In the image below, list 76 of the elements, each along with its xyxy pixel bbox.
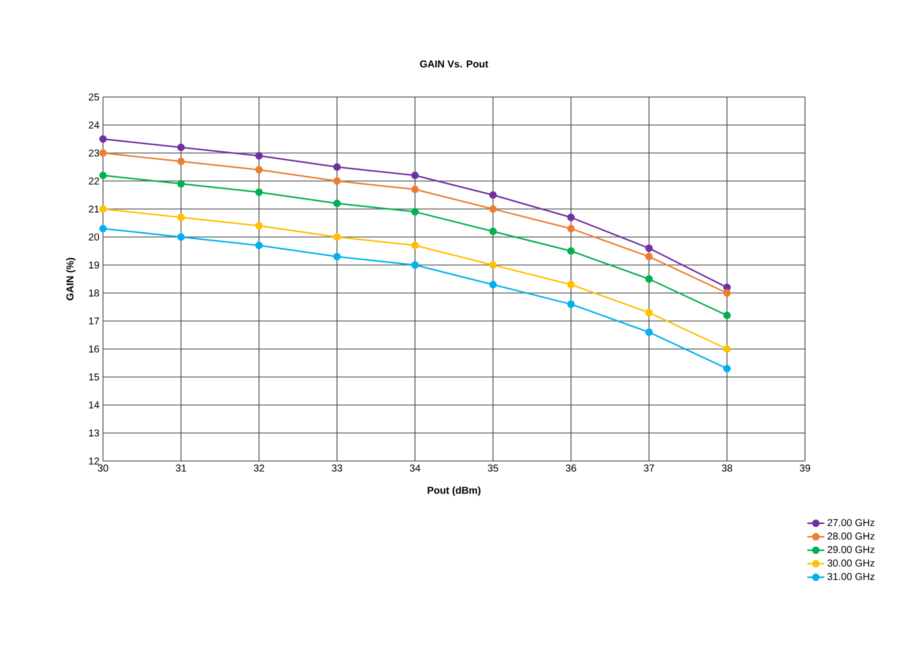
point [99, 135, 107, 143]
point [645, 308, 653, 316]
y-tick-label: 12 [89, 458, 99, 464]
legend-label: 28.00 GHz [828, 532, 874, 540]
point [99, 149, 107, 157]
legend-label: 30.00 GHz [827, 560, 874, 567]
y-tick-label: 14 [89, 402, 100, 408]
x-axis-title: Pout (dBm) [428, 486, 480, 496]
point [333, 200, 341, 208]
point [99, 172, 107, 180]
point [567, 214, 575, 222]
point [489, 228, 497, 236]
y-tick-label: 15 [89, 374, 100, 380]
point [255, 152, 263, 160]
y-tick-label: 13 [89, 429, 100, 437]
legend-label: 31.00 GHz [827, 573, 874, 580]
x-tick-label: 32 [254, 464, 264, 472]
point [489, 280, 497, 288]
point [99, 205, 107, 213]
legend-label: 29.00 GHz [828, 546, 874, 554]
point [723, 312, 731, 320]
point [177, 233, 185, 241]
x-tick-label: 31 [176, 464, 186, 472]
x-tick-label: 35 [488, 464, 498, 472]
y-tick-label: 23 [88, 149, 100, 157]
y-tick-label: 18 [89, 289, 100, 297]
legend-label: 27.00 GHz [828, 519, 874, 526]
x-tick-label: 38 [722, 464, 732, 472]
point [723, 289, 731, 297]
point [645, 328, 653, 336]
point [177, 180, 185, 188]
point [723, 345, 731, 353]
point [567, 300, 575, 308]
point [99, 224, 107, 232]
point [255, 222, 263, 230]
y-tick-label: 17 [89, 318, 99, 324]
x-tick-label: 36 [566, 464, 576, 472]
y-tick-label: 16 [89, 345, 100, 353]
point [333, 177, 341, 185]
x-tick-label: 37 [644, 464, 654, 472]
point [567, 280, 575, 288]
point [333, 252, 341, 260]
point [567, 224, 575, 232]
x-tick-label: 30 [98, 464, 108, 472]
y-tick-label: 21 [88, 206, 99, 212]
y-tick-label: 19 [89, 261, 100, 269]
y-axis-title: GAIN (%) [66, 258, 76, 300]
y-tick-label: 25 [88, 93, 100, 101]
point [489, 261, 497, 269]
point [255, 242, 263, 250]
point [333, 233, 341, 241]
point [411, 261, 419, 269]
x-tick-label: 39 [800, 464, 810, 472]
point [489, 205, 497, 213]
y-tick-label: 24 [88, 122, 100, 128]
point [177, 214, 185, 222]
point [411, 172, 419, 180]
point [411, 208, 419, 216]
point [645, 275, 653, 283]
point [333, 163, 341, 171]
point [255, 188, 263, 196]
point [645, 252, 653, 260]
point [645, 244, 653, 252]
point [411, 242, 419, 250]
point [255, 166, 263, 174]
y-tick-label: 22 [88, 178, 99, 184]
x-tick-label: 34 [410, 464, 420, 472]
point [489, 191, 497, 199]
x-tick-label: 33 [332, 464, 342, 472]
point [177, 158, 185, 166]
point [567, 247, 575, 255]
chart-title: GAIN Vs. Pout [420, 60, 488, 68]
point [177, 144, 185, 152]
y-tick-label: 20 [88, 233, 100, 241]
point [411, 186, 419, 194]
point [723, 364, 731, 372]
